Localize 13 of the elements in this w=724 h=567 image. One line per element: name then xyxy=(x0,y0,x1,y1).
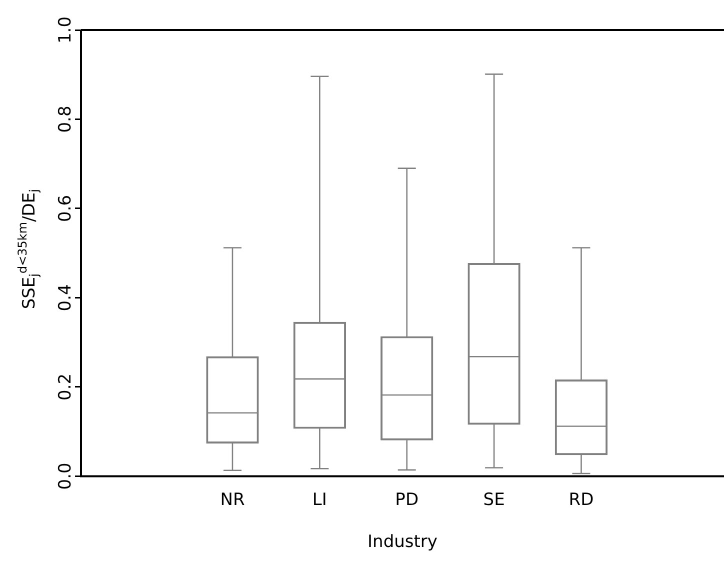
y-tick-label: 0.6 xyxy=(55,194,76,222)
y-tick-label: 0.0 xyxy=(55,462,76,490)
y-tick-label: 0.8 xyxy=(55,106,76,133)
x-tick-label: LI xyxy=(312,490,327,510)
y-tick-label: 1.0 xyxy=(55,16,76,44)
x-tick-label: SE xyxy=(483,490,505,510)
y-axis-title: SSEjd<35km/DEj xyxy=(15,189,42,310)
x-tick-label: NR xyxy=(220,490,245,510)
x-axis-title: Industry xyxy=(368,532,438,552)
x-tick-label: PD xyxy=(395,490,419,510)
y-tick-label: 0.4 xyxy=(55,284,76,312)
y-tick-label: 0.2 xyxy=(55,373,76,400)
x-tick-label: RD xyxy=(568,490,594,510)
